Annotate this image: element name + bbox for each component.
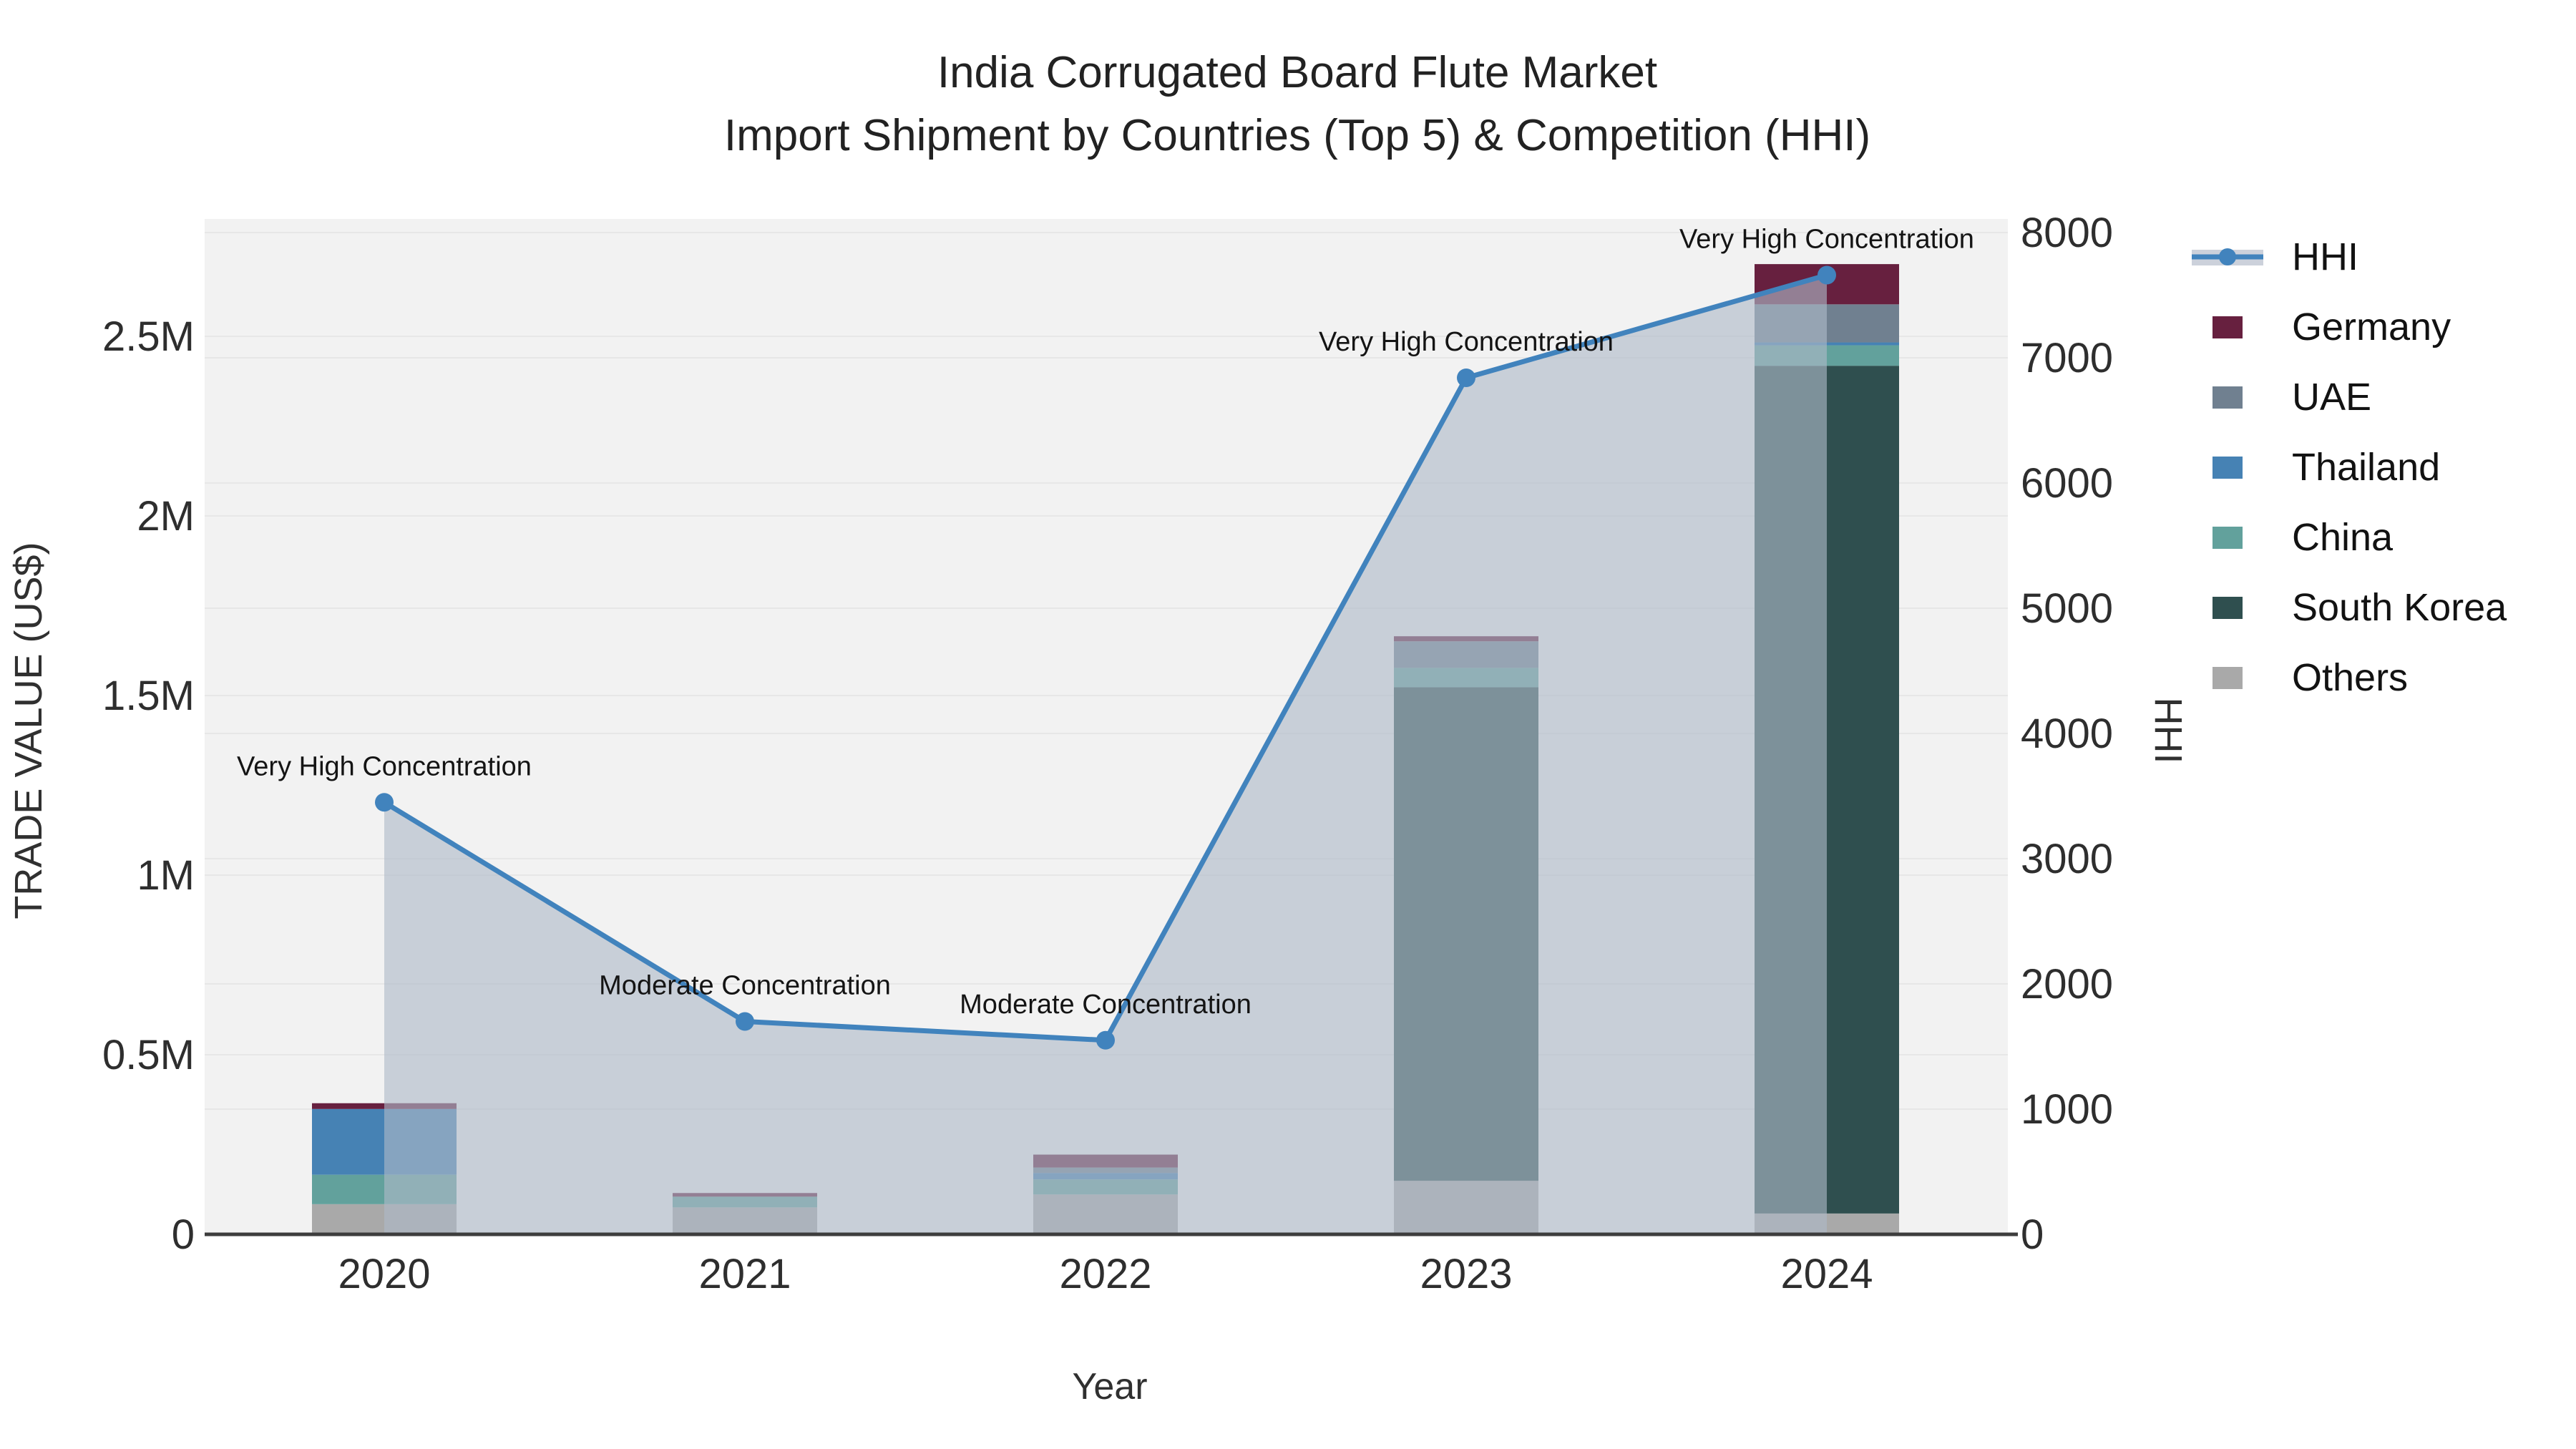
left-axis-tick-1M: 1M [137, 852, 195, 899]
right-axis-tick-8000: 8000 [2021, 210, 2113, 256]
legend-color-swatch [2212, 386, 2243, 409]
right-axis-title: HHI [2147, 697, 2190, 764]
legend-swatch-icon [2192, 456, 2263, 479]
legend-swatch-icon [2192, 316, 2263, 338]
legend-swatch-icon [2192, 526, 2263, 549]
legend-color-swatch [2212, 456, 2243, 479]
x-axis-tick-2022: 2022 [1059, 1251, 1151, 1297]
legend-item-hhi[interactable]: HHI [2192, 222, 2507, 292]
annotation-2023: Very High Concentration [1319, 327, 1614, 357]
right-axis-tick-4000: 4000 [2021, 711, 2113, 757]
right-axis-tick-5000: 5000 [2021, 585, 2113, 632]
legend-item-others[interactable]: Others [2192, 643, 2507, 713]
right-axis-tick-7000: 7000 [2021, 335, 2113, 381]
annotation-2022: Moderate Concentration [960, 990, 1252, 1020]
legend-swatch-icon [2192, 386, 2263, 409]
left-axis-tick-2M: 2M [137, 493, 195, 540]
hhi-marker-2024 [1818, 265, 1836, 285]
x-axis-tick-2024: 2024 [1780, 1251, 1873, 1297]
left-axis-tick-1.5M: 1.5M [102, 673, 195, 719]
left-axis-tick-0: 0 [172, 1211, 195, 1258]
annotation-2021: Moderate Concentration [599, 971, 891, 1001]
right-axis-tick-1000: 1000 [2021, 1086, 2113, 1133]
x-axis-tick-2020: 2020 [338, 1251, 430, 1297]
legend-item-uae[interactable]: UAE [2192, 362, 2507, 432]
legend-item-south-korea[interactable]: South Korea [2192, 572, 2507, 643]
annotation-2024: Very High Concentration [1679, 225, 1974, 255]
legend-label: Others [2292, 656, 2409, 699]
annotation-2020: Very High Concentration [237, 751, 532, 781]
left-axis-tick-2.5M: 2.5M [102, 313, 195, 360]
hhi-line-legend-icon [2192, 239, 2263, 275]
right-axis-tick-0: 0 [2021, 1211, 2044, 1258]
left-axis-tick-0.5M: 0.5M [102, 1032, 195, 1078]
legend-label: Thailand [2292, 446, 2441, 489]
hhi-marker-2020 [375, 793, 394, 812]
legend-color-swatch [2212, 316, 2243, 338]
x-axis-tick-2021: 2021 [698, 1251, 791, 1297]
legend-item-china[interactable]: China [2192, 502, 2507, 572]
legend-swatch-icon [2192, 666, 2263, 689]
legend-label: UAE [2292, 376, 2372, 419]
left-axis-title: TRADE VALUE (US$) [7, 542, 50, 919]
legend-item-germany[interactable]: Germany [2192, 292, 2507, 362]
legend: HHI Germany UAE Thailand China South Korea Oth… [2192, 222, 2507, 713]
right-axis-tick-6000: 6000 [2021, 460, 2113, 507]
legend-color-swatch [2212, 666, 2243, 689]
legend-color-swatch [2212, 526, 2243, 549]
legend-label: China [2292, 516, 2394, 559]
chart-title: India Corrugated Board Flute Market Impo… [724, 42, 1870, 167]
hhi-area-fill [384, 275, 1827, 1234]
legend-swatch-icon [2192, 596, 2263, 619]
hhi-marker-2022 [1096, 1030, 1115, 1050]
legend-item-thailand[interactable]: Thailand [2192, 432, 2507, 502]
right-axis-tick-3000: 3000 [2021, 836, 2113, 882]
legend-label: HHI [2292, 235, 2358, 278]
chart-title-line2: Import Shipment by Countries (Top 5) & C… [723, 111, 1871, 161]
legend-color-swatch [2212, 596, 2243, 619]
legend-label: Germany [2292, 306, 2451, 348]
right-axis-tick-2000: 2000 [2021, 961, 2113, 1008]
chart-title-line1: India Corrugated Board Flute Market [937, 48, 1658, 97]
x-axis-title: Year [1072, 1366, 1148, 1407]
x-axis-tick-2023: 2023 [1420, 1251, 1512, 1297]
legend-label: South Korea [2292, 586, 2507, 629]
hhi-marker-2021 [736, 1012, 754, 1031]
hhi-marker-2023 [1457, 369, 1475, 387]
